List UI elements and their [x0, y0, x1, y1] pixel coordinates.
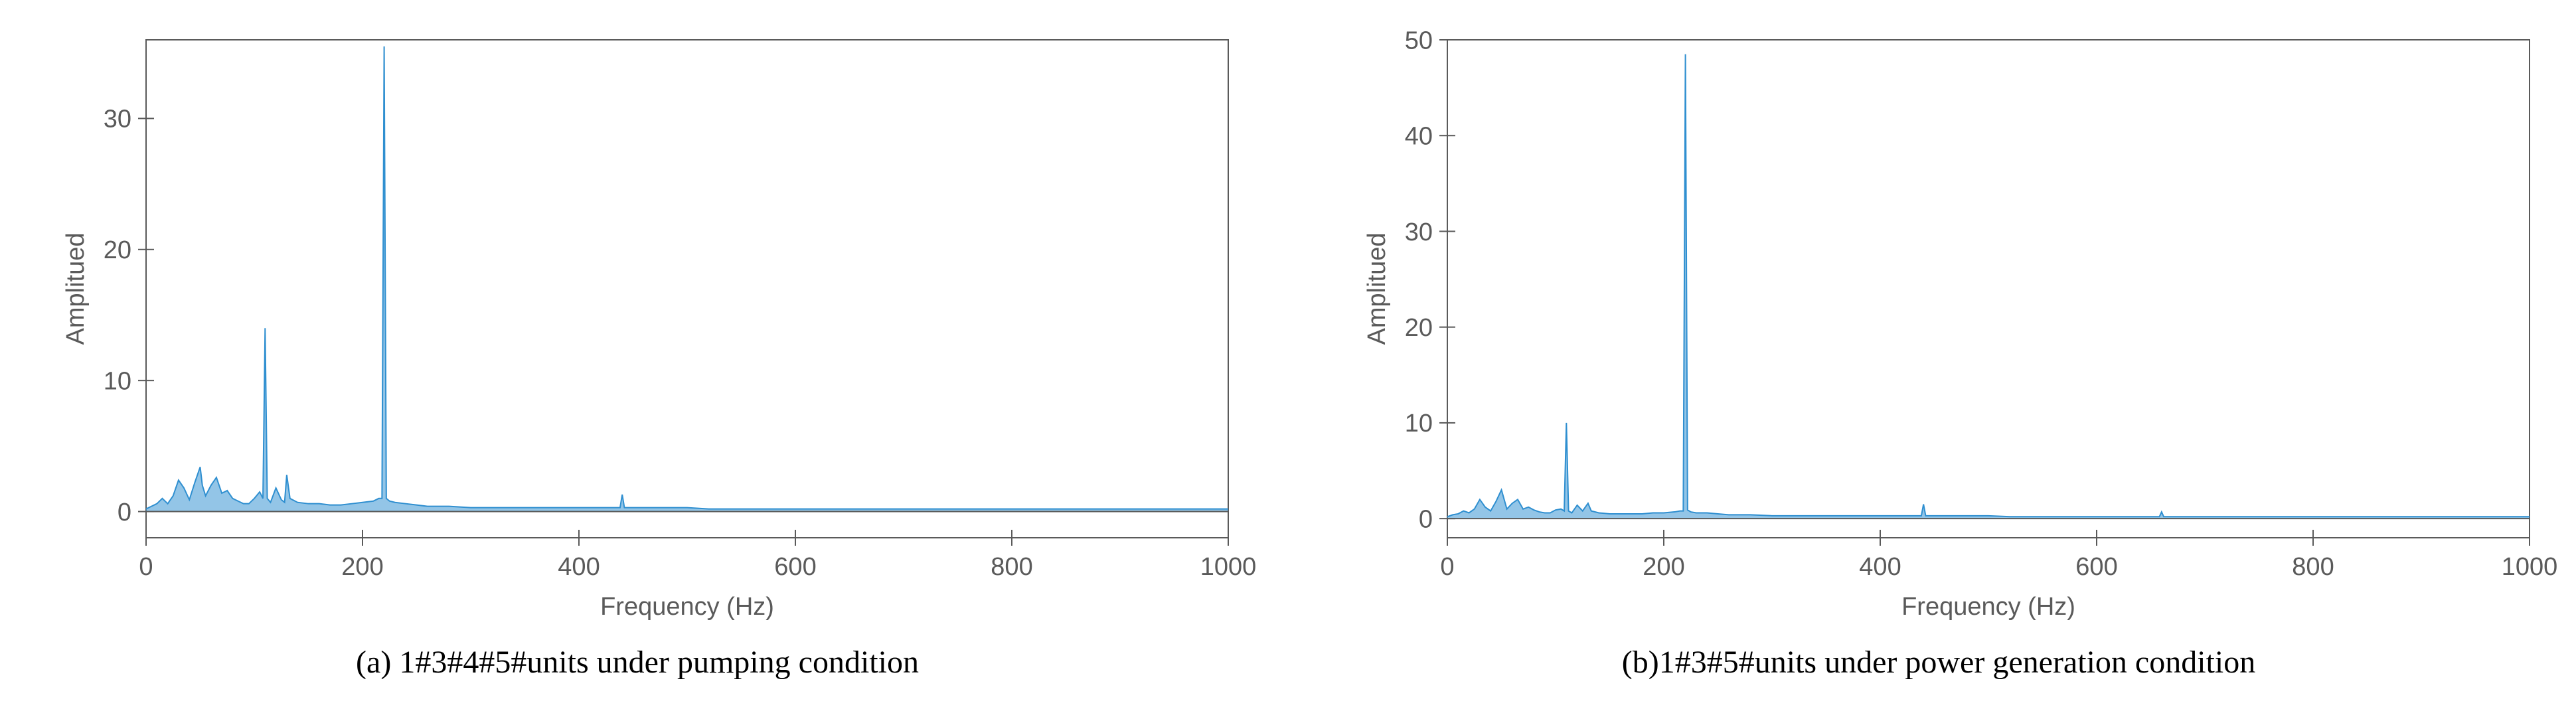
svg-text:Frequency (Hz): Frequency (Hz)	[1901, 593, 2075, 621]
svg-text:10: 10	[1405, 410, 1433, 438]
figure-container: 020040060080010000102030Frequency (Hz)Am…	[13, 13, 2563, 680]
svg-text:800: 800	[2292, 553, 2334, 581]
chart-a-svg: 0 200 400 600 800 1000 0 10 20 30 Frequency (Hz) Am…	[13, 13, 1261, 624]
chart-b-wrap: 0 200 400 600 800 1000 0 10 20 30 40 50 Frequency (H…	[1315, 13, 2563, 624]
svg-text:20: 20	[104, 236, 131, 264]
svg-text:Amplitued: Amplitued	[1363, 233, 1391, 345]
svg-text:800: 800	[991, 553, 1032, 581]
svg-text:Frequency (Hz): Frequency (Hz)	[600, 593, 774, 621]
svg-text:Amplitued: Amplitued	[62, 233, 90, 345]
chart-a-wrap: 0 200 400 600 800 1000 0 10 20 30 Frequency (Hz) Am…	[13, 13, 1261, 624]
svg-text:10: 10	[104, 367, 131, 395]
svg-text:0: 0	[1419, 505, 1433, 533]
svg-text:50: 50	[1405, 27, 1433, 54]
svg-text:400: 400	[1859, 553, 1901, 581]
svg-text:40: 40	[1405, 123, 1433, 151]
svg-text:0: 0	[139, 553, 153, 581]
svg-text:200: 200	[341, 553, 383, 581]
svg-text:0: 0	[118, 499, 131, 526]
panel-b: 0 200 400 600 800 1000 0 10 20 30 40 50 Frequency (H…	[1315, 13, 2563, 680]
panel-a: 0 200 400 600 800 1000 0 10 20 30 Frequency (Hz) Am…	[13, 13, 1261, 680]
chart-b-svg: 0 200 400 600 800 1000 0 10 20 30 40 50 Frequency (H…	[1315, 13, 2563, 624]
panel-a-caption: (a) 1#3#4#5#units under pumping conditio…	[356, 644, 919, 680]
svg-text:1000: 1000	[2502, 553, 2558, 581]
svg-text:1000: 1000	[1200, 553, 1257, 581]
svg-text:400: 400	[558, 553, 600, 581]
svg-text:30: 30	[104, 106, 131, 133]
svg-text:600: 600	[2075, 553, 2117, 581]
svg-text:20: 20	[1405, 314, 1433, 342]
svg-text:600: 600	[774, 553, 816, 581]
svg-text:200: 200	[1643, 553, 1684, 581]
svg-text:0: 0	[1440, 553, 1454, 581]
panel-b-caption: (b)1#3#5#units under power generation co…	[1622, 644, 2255, 680]
svg-text:30: 30	[1405, 218, 1433, 246]
